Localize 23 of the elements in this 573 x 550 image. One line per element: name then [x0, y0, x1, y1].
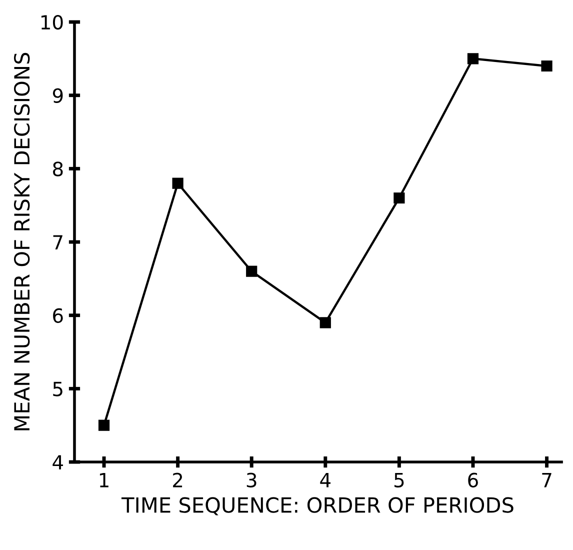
x-tick-label: 4	[320, 473, 330, 488]
y-tick-label: 6	[53, 308, 63, 323]
x-axis-title: TIME SEQUENCE: ORDER OF PERIODS	[121, 497, 514, 516]
x-tick-label: 2	[173, 472, 182, 488]
point	[320, 317, 331, 328]
point	[541, 60, 552, 72]
x-tick-label: 1	[100, 473, 108, 488]
x-tick-label: 3	[246, 472, 256, 488]
point	[172, 178, 184, 189]
y-tick-label: 5	[53, 382, 62, 396]
point	[246, 266, 258, 277]
y-tick-label: 10	[41, 14, 63, 30]
x-tick-label: 6	[468, 472, 478, 488]
y-axis-title: MEAN NUMBER OF RISKY DECISIONS	[14, 52, 30, 430]
point	[394, 192, 405, 204]
point	[98, 420, 110, 431]
y-tick-label: 9	[52, 88, 63, 103]
x-tick-label: 5	[394, 473, 404, 488]
x-tick-label: 7	[542, 473, 552, 488]
y-tick-label: 8	[53, 162, 63, 176]
y-tick-label: 4	[52, 455, 63, 470]
point	[467, 53, 479, 64]
y-tick-label: 7	[53, 235, 62, 250]
